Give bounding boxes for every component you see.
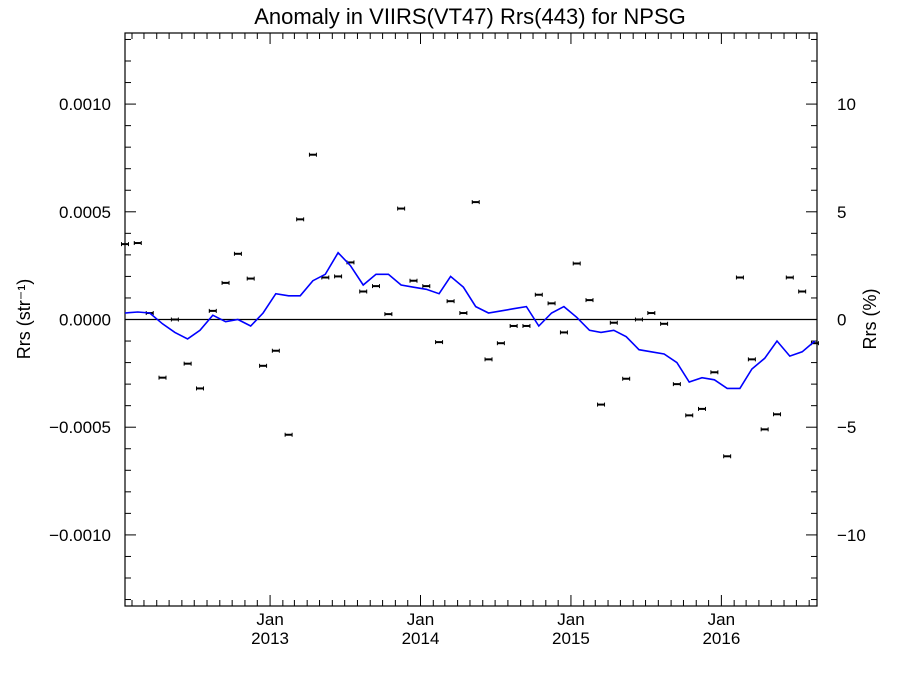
data-point bbox=[747, 357, 756, 362]
data-point bbox=[221, 280, 230, 285]
y-tick-label-left: −0.0010 bbox=[49, 526, 111, 545]
y-axis-label-left: Rrs (str⁻¹) bbox=[14, 279, 34, 359]
y-tick-label-right: 5 bbox=[837, 203, 846, 222]
y-tick-label-left: 0.0005 bbox=[59, 203, 111, 222]
data-point bbox=[484, 357, 493, 362]
data-point bbox=[572, 261, 581, 266]
data-point bbox=[710, 370, 719, 375]
data-point bbox=[509, 323, 518, 328]
data-point bbox=[397, 206, 406, 211]
y-tick-label-left: 0.0010 bbox=[59, 95, 111, 114]
data-point bbox=[785, 275, 794, 280]
data-point bbox=[522, 323, 531, 328]
y-axis-label-right: Rrs (%) bbox=[860, 289, 880, 350]
data-point bbox=[446, 299, 455, 304]
data-point bbox=[359, 289, 368, 294]
data-point bbox=[559, 330, 568, 335]
data-point bbox=[409, 278, 418, 283]
series-line bbox=[125, 251, 816, 390]
data-point bbox=[284, 432, 293, 437]
data-point bbox=[233, 251, 242, 256]
data-point bbox=[634, 317, 643, 322]
data-point bbox=[133, 241, 142, 246]
x-tick-label-month: Jan bbox=[256, 610, 283, 629]
data-point bbox=[723, 454, 732, 459]
data-point bbox=[259, 363, 268, 368]
data-point bbox=[698, 406, 707, 411]
data-point bbox=[647, 311, 656, 316]
data-point bbox=[597, 402, 606, 407]
data-point bbox=[622, 376, 631, 381]
data-point bbox=[170, 317, 179, 322]
data-point bbox=[609, 320, 618, 325]
data-point bbox=[296, 217, 305, 222]
x-tick-label-year: 2013 bbox=[251, 629, 289, 648]
line-layer bbox=[125, 251, 816, 390]
data-point bbox=[760, 427, 769, 432]
data-point bbox=[271, 348, 280, 353]
data-point bbox=[384, 312, 393, 317]
data-point bbox=[547, 301, 556, 306]
data-point bbox=[685, 413, 694, 418]
data-point bbox=[459, 311, 468, 316]
data-point bbox=[246, 276, 255, 281]
data-point bbox=[585, 298, 594, 303]
points-layer bbox=[121, 152, 819, 459]
y-tick-label-right: 10 bbox=[837, 95, 856, 114]
axes-layer: 0.0010 0.0005 0.0000 −0.0005 −0.0010 10 5 0 −5 −1… bbox=[49, 33, 866, 648]
data-point bbox=[308, 152, 317, 157]
data-point bbox=[672, 382, 681, 387]
x-tick-label-month: Jan bbox=[407, 610, 434, 629]
data-point bbox=[534, 292, 543, 297]
x-tick-label-month: Jan bbox=[708, 610, 735, 629]
x-tick-label-year: 2016 bbox=[702, 629, 740, 648]
y-tick-label-right: −5 bbox=[837, 418, 856, 437]
data-point bbox=[422, 284, 431, 289]
data-point bbox=[773, 412, 782, 417]
data-point bbox=[121, 242, 129, 247]
y-tick-label-left: 0.0000 bbox=[59, 311, 111, 330]
data-point bbox=[798, 289, 807, 294]
data-point bbox=[208, 308, 217, 313]
x-tick-label-year: 2015 bbox=[552, 629, 590, 648]
chart-title: Anomaly in VIIRS(VT47) Rrs(443) for NPSG bbox=[254, 4, 686, 29]
data-point bbox=[471, 200, 480, 205]
y-tick-label-left: −0.0005 bbox=[49, 418, 111, 437]
y-tick-label-right: 0 bbox=[837, 311, 846, 330]
data-point bbox=[371, 284, 380, 289]
x-tick-label-month: Jan bbox=[557, 610, 584, 629]
data-point bbox=[735, 275, 744, 280]
data-point bbox=[334, 274, 343, 279]
data-point bbox=[183, 361, 192, 366]
y-tick-label-right: −10 bbox=[837, 526, 866, 545]
data-point bbox=[158, 375, 167, 380]
data-point bbox=[435, 340, 444, 345]
data-point bbox=[660, 321, 669, 326]
data-point bbox=[496, 341, 505, 346]
x-tick-label-year: 2014 bbox=[402, 629, 440, 648]
data-point bbox=[196, 386, 205, 391]
